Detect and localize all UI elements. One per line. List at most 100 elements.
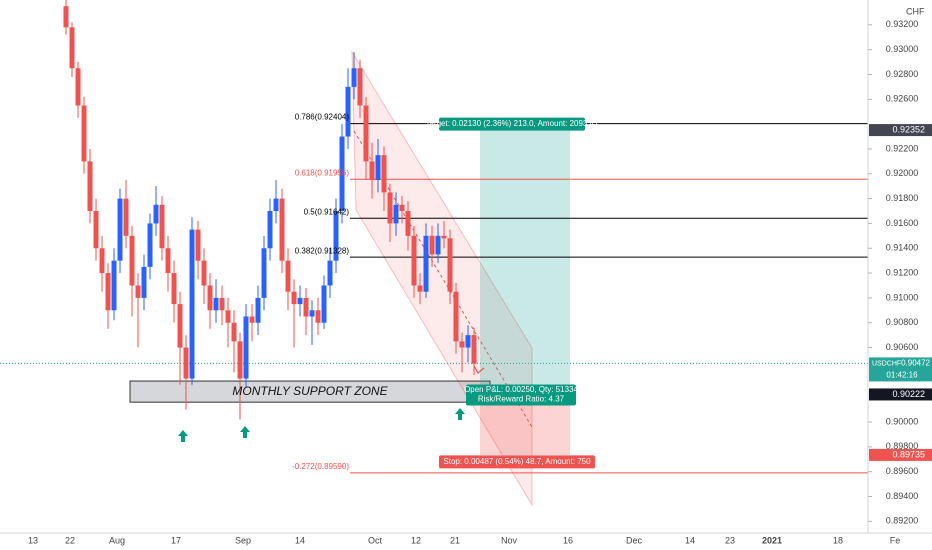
candle-body [225,310,231,323]
up-arrow [455,408,465,420]
position-label-box [439,117,585,131]
y-tick-label: 0.89600 [886,466,919,476]
last-price-label: 0.90472 [901,359,930,368]
candle-body [297,297,303,305]
candle-body [105,273,111,311]
x-tick-label: 2021 [762,535,782,545]
up-arrow [240,426,250,438]
candle-body [441,235,447,239]
x-tick-label: Aug [109,535,125,545]
candle-body [321,285,327,323]
x-tick-label: 18 [833,535,843,545]
y-tick-label: 0.90000 [886,416,919,426]
position-label: Target: 0.02130 (2.36%) 213.0, Amount: 2… [425,119,599,128]
x-tick-label: Dec [626,535,643,545]
y-tick-label: 0.91200 [886,267,919,277]
y-tick-label: 0.93000 [886,44,919,54]
y-tick-label: 0.91800 [886,193,919,203]
candle-body [147,223,153,267]
candle-body [309,310,315,317]
candle-body [447,238,453,292]
x-tick-label: 14 [685,535,695,545]
y-tick-label: 0.89400 [886,491,919,501]
fib-label: 0.618(0.91956) [295,168,350,177]
candle-body [267,211,273,249]
fib-label: 0.5(0.91642) [304,207,350,216]
y-tick-label: 0.91000 [886,292,919,302]
candle-body [93,211,99,249]
candle-body [255,297,261,323]
x-tick-label: 13 [28,535,38,545]
x-tick-label: 16 [563,535,573,545]
support-zone-label: MONTHLY SUPPORT ZONE [232,384,388,398]
target-zone [480,130,570,395]
x-tick-label: 21 [450,535,460,545]
candle-body [429,235,435,255]
candle-body [279,198,285,261]
y-tick-label: 0.89200 [886,516,919,526]
candle-body [201,260,207,286]
candle-body [81,105,87,162]
x-tick-label: 14 [295,535,305,545]
projection-arrow [473,365,485,374]
candle-body [87,161,93,212]
candle-body [411,235,417,286]
candle-body [189,229,195,379]
candle-body [459,341,465,348]
x-tick-label: Oct [368,535,383,545]
candle-body [315,310,321,323]
candle-body [135,285,141,298]
candle-body [351,68,357,87]
position-label: Stop: 0.00487 (0.54%) 48.7, Amount: 750 [443,457,591,466]
fib-label: 0.382(0.91328) [295,246,350,255]
candle-body [75,68,81,106]
candle-body [243,316,249,379]
entry-price-tag-box [869,388,932,401]
fib-label: -0.272(0.89590) [292,462,349,471]
y-tick-label: 0.91400 [886,243,919,253]
y-tick-label: 0.93200 [886,19,919,29]
pnl-label: Open P&L: 0.00250, Qty: 51334 [464,385,578,394]
candle-body [69,27,75,69]
candle-body [177,304,183,348]
candle-body [123,198,129,236]
candle-body [141,266,147,298]
candle-body [327,260,333,286]
up-arrow [178,430,188,442]
x-tick-label: Sep [235,535,251,545]
candle-body [369,161,375,180]
candle-body [207,285,213,311]
candle-body [291,291,297,305]
rr-label: Risk/Reward Ratio: 4.37 [478,395,565,404]
y-tick-label: 0.90800 [886,317,919,327]
candle-body [417,285,423,292]
candle-body [63,6,69,28]
candle-body [249,316,255,323]
candle-body [159,204,165,249]
candle-body [405,211,411,236]
candle-body [381,155,387,193]
y-tick-label: 0.92600 [886,94,919,104]
stop-price-tag: 0.89735 [892,449,925,459]
candle-body [375,155,381,180]
candle-body [165,248,171,274]
target-price-tag-box [869,124,932,137]
candle-body [285,260,291,292]
y-tick-label: 0.92200 [886,143,919,153]
candle-body [171,273,177,305]
candle-body [117,198,123,261]
candle-body [183,347,189,379]
candle-body [357,68,363,106]
x-tick-label: Nov [501,535,518,545]
candle-body [231,322,237,342]
candle-body [195,229,201,261]
candle-body [435,235,441,255]
candle-body [345,86,351,137]
candle-body [465,335,471,348]
candle-body [393,204,399,224]
x-tick-label: 12 [411,535,421,545]
y-tick-label: 0.90600 [886,342,919,352]
candle-body [333,211,339,261]
candle-body [213,297,219,311]
